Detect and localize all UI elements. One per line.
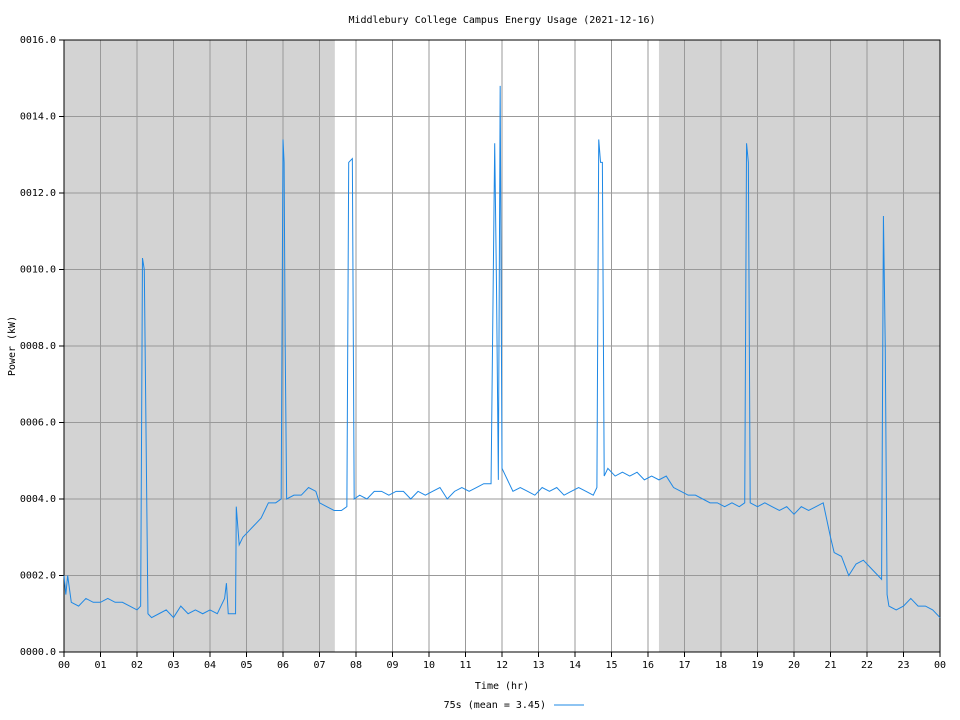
x-tick-label: 07 [313, 660, 325, 671]
y-tick-label: 0006.0 [20, 418, 56, 429]
legend-label: 75s (mean = 3.45) [444, 700, 546, 711]
x-tick-label: 01 [94, 660, 106, 671]
x-tick-label: 12 [496, 660, 508, 671]
y-tick-label: 0000.0 [20, 647, 56, 658]
y-tick-label: 0008.0 [20, 341, 56, 352]
x-tick-label: 14 [569, 660, 581, 671]
data-line [63, 85, 941, 619]
x-tick-label: 13 [532, 660, 544, 671]
plot-frame [63, 39, 941, 653]
y-tick-label: 0010.0 [20, 265, 56, 276]
y-tick-label: 0004.0 [20, 494, 56, 505]
x-tick-label: 10 [423, 660, 435, 671]
x-tick-label: 23 [897, 660, 909, 671]
x-tick-label: 22 [861, 660, 873, 671]
x-tick-label: 19 [751, 660, 763, 671]
y-tick-label: 0002.0 [20, 571, 56, 582]
x-axis-label: Time (hr) [475, 681, 529, 692]
y-axis-label: Power (kW) [7, 316, 18, 376]
x-tick-label: 02 [131, 660, 143, 671]
x-tick-label: 11 [459, 660, 471, 671]
chart-title: Middlebury College Campus Energy Usage (… [348, 15, 655, 26]
x-tick-label: 17 [678, 660, 690, 671]
x-tick-label: 00 [58, 660, 70, 671]
x-tick-label: 00 [934, 660, 946, 671]
y-tick-label: 0012.0 [20, 188, 56, 199]
x-tick-label: 20 [788, 660, 800, 671]
x-tick-label: 06 [277, 660, 289, 671]
x-tick-label: 05 [240, 660, 252, 671]
x-tick-label: 04 [204, 660, 216, 671]
y-tick-label: 0016.0 [20, 35, 56, 46]
y-tick-label: 0014.0 [20, 112, 56, 123]
x-tick-label: 15 [605, 660, 617, 671]
x-tick-label: 18 [715, 660, 727, 671]
x-tick-label: 21 [824, 660, 836, 671]
x-tick-label: 03 [167, 660, 179, 671]
x-tick-label: 08 [350, 660, 362, 671]
x-tick-label: 09 [386, 660, 398, 671]
x-tick-label: 16 [642, 660, 654, 671]
